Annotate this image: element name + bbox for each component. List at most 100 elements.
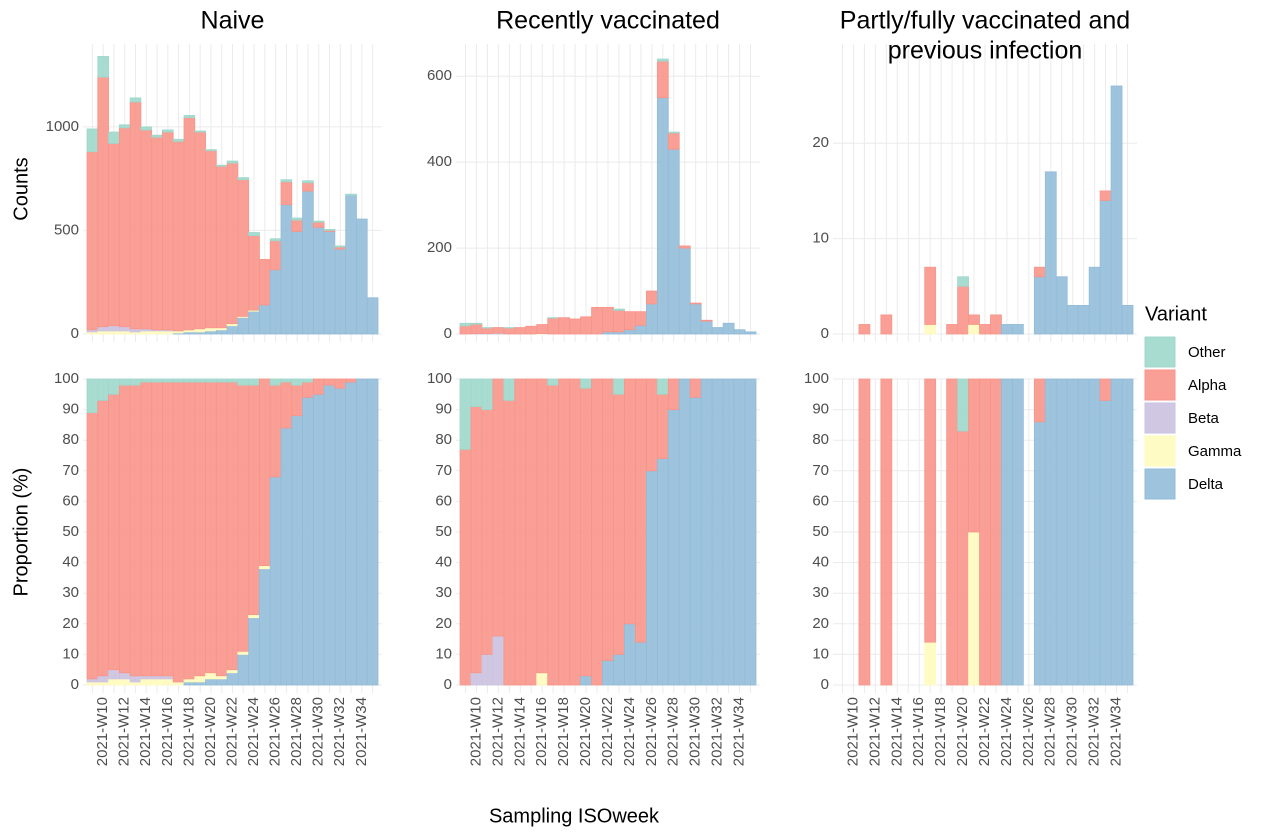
y-tick-label: 90: [812, 401, 829, 418]
bar-segment: [459, 378, 472, 450]
bar-segment: [492, 635, 505, 686]
bar-segment: [323, 228, 336, 231]
bar-segment: [1033, 276, 1046, 335]
bar-segment: [118, 378, 131, 386]
bar-segment: [591, 306, 603, 335]
bar-segment: [162, 129, 174, 133]
bar-segment: [957, 430, 969, 686]
bar-segment: [129, 328, 142, 333]
y-tick-label: 10: [812, 230, 829, 247]
bar-segment: [86, 412, 99, 680]
bar-segment: [689, 302, 702, 305]
bar-segment: [269, 378, 282, 386]
bar-segment: [624, 311, 636, 331]
bar-segment: [858, 378, 871, 686]
bar-segment: [1088, 378, 1101, 686]
bar-segment: [194, 675, 206, 683]
bar-segment: [946, 324, 958, 335]
bar-segment: [118, 678, 131, 686]
bar-segment: [97, 378, 109, 401]
bar-segment: [547, 378, 560, 386]
bar-segment: [580, 316, 592, 335]
bar-segment: [957, 378, 969, 432]
bar-segment: [194, 381, 206, 677]
x-tick-label: 2021-W32: [1086, 697, 1103, 766]
bar-segment: [1088, 266, 1101, 335]
panel-title: Partly/fully vaccinated and: [840, 7, 1130, 35]
x-tick-label: 2021-W30: [1064, 697, 1081, 766]
bar-segment: [635, 311, 647, 326]
bar-segment: [269, 238, 282, 242]
y-tick-label: 500: [54, 221, 79, 238]
bar-segment: [280, 179, 293, 183]
y-tick-label: 40: [435, 554, 452, 571]
bar-segment: [667, 409, 680, 686]
bar-segment: [280, 381, 293, 429]
bar-segment: [1099, 190, 1112, 201]
bar-segment: [624, 623, 636, 686]
x-tick-label: 2021-W28: [1042, 697, 1059, 766]
bar-segment: [172, 140, 185, 332]
bar-segment: [536, 378, 549, 674]
bar-segment: [990, 378, 1002, 686]
bar-segment: [1001, 378, 1013, 686]
bar-segment: [1001, 324, 1013, 335]
x-tick-label: 2021-W12: [116, 697, 133, 766]
bar-segment: [291, 378, 303, 386]
bar-segment: [259, 259, 271, 306]
bar-segment: [248, 378, 260, 386]
bar-segment: [492, 327, 505, 334]
panel-title: previous infection: [888, 37, 1083, 65]
bar-segment: [118, 672, 131, 680]
bar-segment: [280, 427, 293, 686]
bar-segment: [481, 409, 494, 655]
bar-segment: [194, 328, 206, 333]
x-tick-label: 2021-W28: [288, 697, 305, 766]
x-tick-label: 2021-W16: [910, 697, 927, 766]
bar-segment: [968, 314, 980, 325]
bar-segment: [459, 322, 472, 327]
bar-segment: [291, 219, 303, 232]
bar-segment: [580, 378, 592, 389]
bar-segment: [151, 136, 163, 331]
bar-segment: [1077, 378, 1090, 686]
x-tick-label: 2021-W30: [310, 697, 327, 766]
bar-segment: [248, 384, 260, 616]
bar-segment: [205, 330, 217, 335]
bar-segment: [667, 378, 680, 411]
x-tick-label: 2021-W12: [866, 697, 883, 766]
y-tick-label: 50: [62, 523, 79, 540]
bar-segment: [1121, 304, 1134, 335]
bar-segment: [194, 378, 206, 383]
x-tick-label: 2021-W34: [1108, 697, 1125, 766]
bar-segment: [558, 317, 571, 335]
x-tick-label: 2021-W32: [331, 697, 348, 766]
bar-segment: [323, 384, 336, 686]
bar-segment: [140, 126, 153, 131]
y-tick-label: 70: [435, 462, 452, 479]
bar-segment: [1044, 171, 1057, 335]
y-tick-label: 40: [812, 554, 829, 571]
bar-segment: [481, 654, 494, 686]
bar-segment: [194, 130, 206, 133]
bar-segment: [1066, 378, 1079, 686]
bar-segment: [733, 378, 746, 686]
bar-segment: [129, 101, 142, 330]
bar-segment: [108, 325, 120, 332]
x-tick-label: 2021-W32: [709, 697, 726, 766]
bar-segment: [924, 641, 937, 686]
bar-segment: [237, 317, 250, 335]
bar-segment: [151, 330, 163, 335]
bar-segment: [215, 678, 228, 686]
bar-segment: [946, 378, 958, 686]
bar-segment: [183, 381, 196, 680]
bar-segment: [205, 381, 217, 674]
bar-segment: [334, 248, 347, 335]
bar-segment: [968, 531, 980, 686]
bar-segment: [140, 330, 153, 335]
bar-segment: [459, 325, 472, 335]
bar-segment: [1033, 421, 1046, 686]
bar-segment: [248, 235, 260, 311]
bar-segment: [162, 678, 174, 686]
